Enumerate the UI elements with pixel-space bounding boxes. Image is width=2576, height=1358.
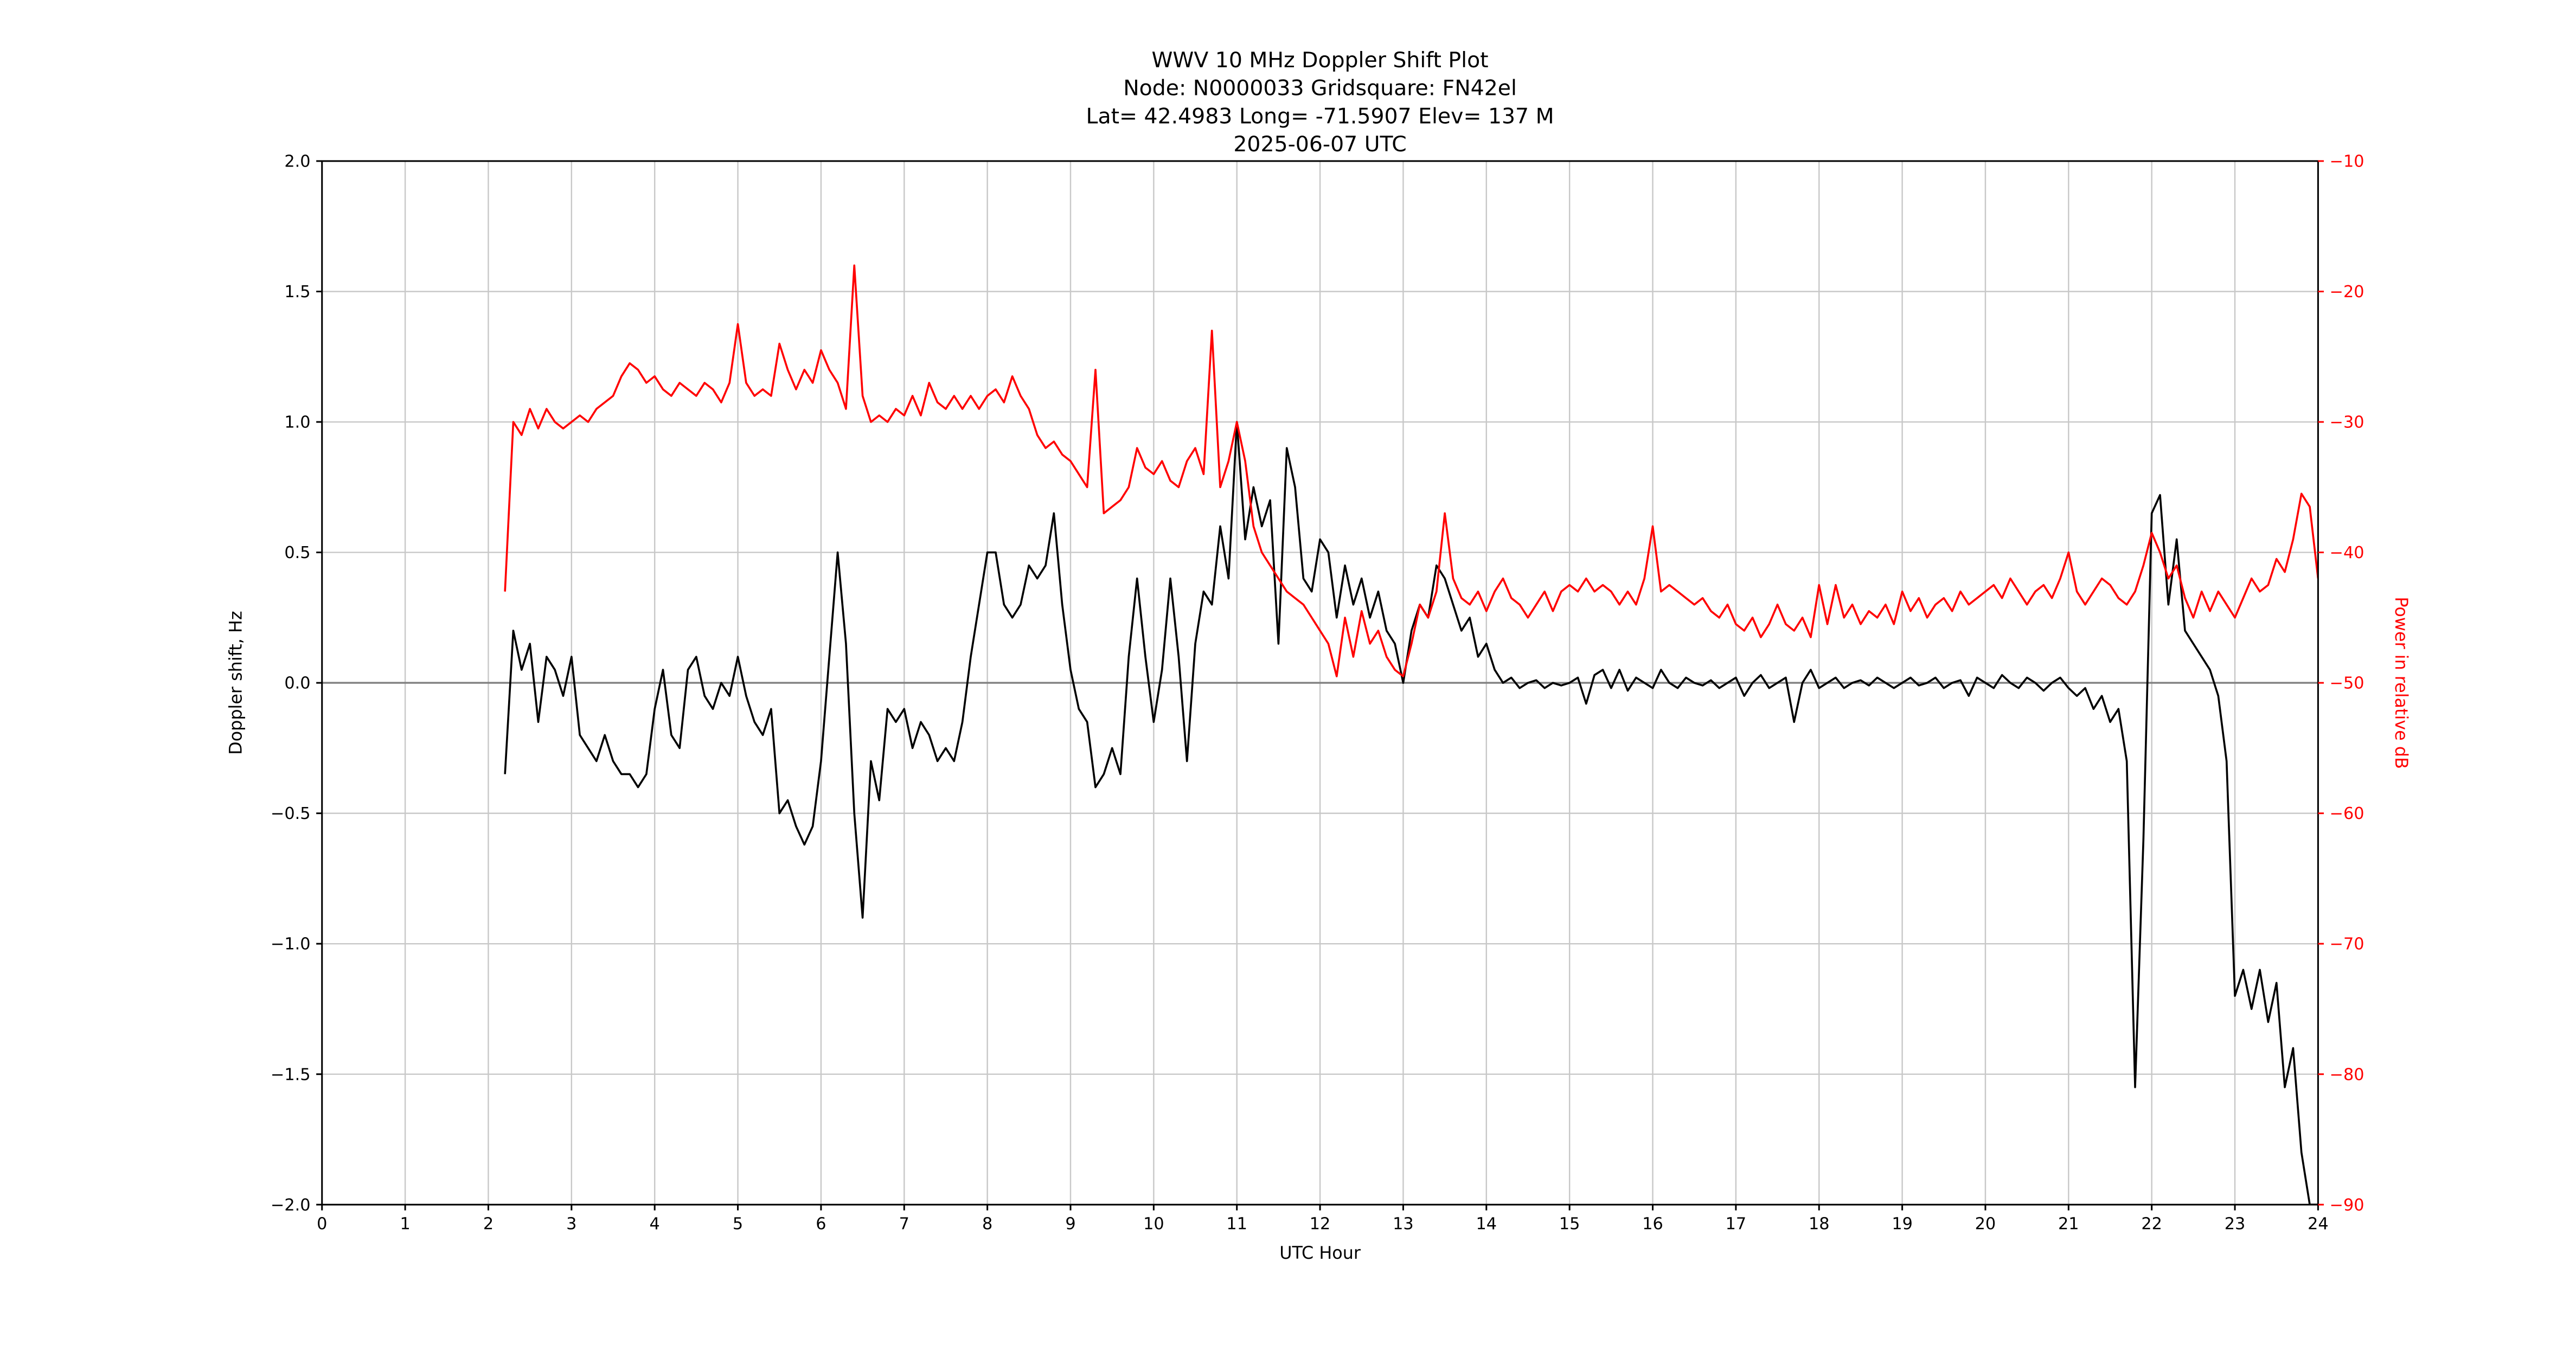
tick-marks-and-labels: 0 1 2 3 4 5 6 7 8 9 10 11 12 13 14 15 16 17 18 19 20 21 22 23 24… bbox=[271, 152, 2364, 1234]
y-right-tick-label: −80 bbox=[2330, 1065, 2364, 1084]
y-left-tick-label: 1.0 bbox=[284, 413, 310, 432]
y-left-tick-label: −2.0 bbox=[271, 1196, 311, 1215]
x-axis-label: UTC Hour bbox=[1279, 1242, 1361, 1263]
y-right-tick-label: −10 bbox=[2330, 152, 2364, 171]
x-tick-label: 19 bbox=[1892, 1215, 1913, 1234]
chart-subtitle-date: 2025-06-07 UTC bbox=[1233, 132, 1406, 157]
data-series bbox=[504, 264, 2318, 1205]
chart-title: WWV 10 MHz Doppler Shift Plot bbox=[1152, 48, 1489, 73]
x-tick-label: 22 bbox=[2141, 1215, 2162, 1234]
x-tick-label: 1 bbox=[400, 1215, 410, 1234]
x-tick-label: 13 bbox=[1393, 1215, 1414, 1234]
grid-lines bbox=[321, 160, 2319, 1206]
doppler-shift-line bbox=[504, 421, 2318, 1205]
x-tick-label: 24 bbox=[2308, 1215, 2329, 1234]
x-tick-label: 14 bbox=[1476, 1215, 1497, 1234]
x-tick-label: 12 bbox=[1310, 1215, 1331, 1234]
x-tick-label: 21 bbox=[2058, 1215, 2079, 1234]
x-tick-label: 10 bbox=[1143, 1215, 1164, 1234]
y-right-tick-label: −30 bbox=[2330, 413, 2364, 432]
y-left-tick-label: 2.0 bbox=[284, 152, 310, 171]
x-tick-label: 17 bbox=[1726, 1215, 1747, 1234]
x-tick-label: 7 bbox=[899, 1215, 909, 1234]
x-tick-label: 15 bbox=[1559, 1215, 1580, 1234]
y-right-tick-label: −60 bbox=[2330, 804, 2364, 823]
x-tick-label: 8 bbox=[982, 1215, 992, 1234]
y-left-tick-label: −1.0 bbox=[271, 935, 311, 954]
y-axis-label-right: Power in relative dB bbox=[2391, 597, 2412, 768]
x-tick-label: 2 bbox=[483, 1215, 494, 1234]
y-right-tick-label: −70 bbox=[2330, 935, 2364, 954]
x-tick-label: 6 bbox=[816, 1215, 826, 1234]
x-tick-label: 16 bbox=[1642, 1215, 1663, 1234]
y-left-tick-label: −1.5 bbox=[271, 1065, 311, 1084]
x-tick-label: 3 bbox=[566, 1215, 576, 1234]
y-left-tick-label: 1.5 bbox=[284, 283, 310, 302]
x-tick-label: 18 bbox=[1809, 1215, 1830, 1234]
chart-subtitle-location: Lat= 42.4983 Long= -71.5907 Elev= 137 M bbox=[1086, 104, 1554, 129]
y-left-tick-label: −0.5 bbox=[271, 804, 311, 823]
x-tick-label: 11 bbox=[1226, 1215, 1247, 1234]
x-tick-label: 9 bbox=[1065, 1215, 1075, 1234]
x-tick-label: 0 bbox=[317, 1215, 327, 1234]
x-tick-label: 4 bbox=[650, 1215, 660, 1234]
x-tick-label: 20 bbox=[1975, 1215, 1996, 1234]
y-left-tick-label: 0.0 bbox=[284, 674, 310, 693]
y-axis-label-left: Doppler shift, Hz bbox=[225, 611, 246, 754]
y-right-tick-label: −90 bbox=[2330, 1196, 2364, 1215]
x-tick-label: 5 bbox=[733, 1215, 743, 1234]
chart-subtitle-node: Node: N0000033 Gridsquare: FN42el bbox=[1123, 76, 1517, 101]
power-line bbox=[504, 264, 2318, 677]
x-tick-label: 23 bbox=[2225, 1215, 2246, 1234]
y-right-tick-label: −20 bbox=[2330, 283, 2364, 302]
y-right-tick-label: −40 bbox=[2330, 543, 2364, 562]
y-left-tick-label: 0.5 bbox=[284, 543, 310, 562]
y-right-tick-label: −50 bbox=[2330, 674, 2364, 693]
